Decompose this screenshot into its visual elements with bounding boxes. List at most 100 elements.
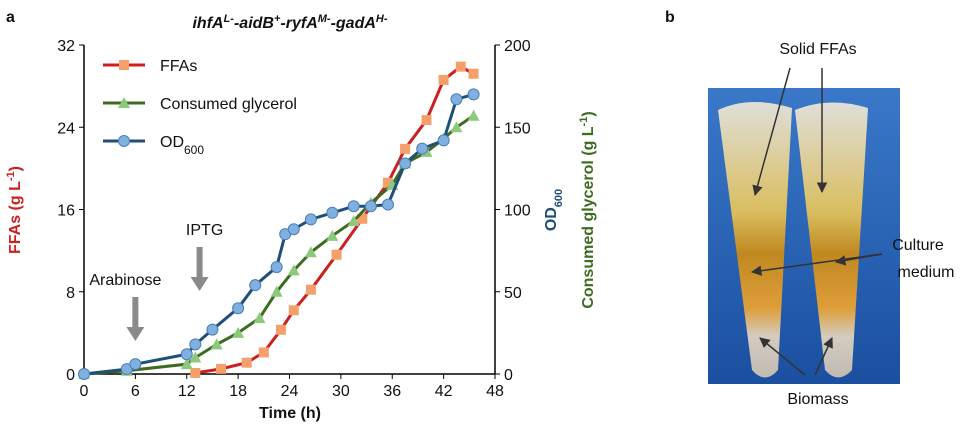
annotation: Arabinose bbox=[89, 272, 161, 289]
marker bbox=[416, 142, 429, 155]
panel-label: a bbox=[6, 9, 15, 26]
marker bbox=[467, 88, 480, 101]
marker bbox=[331, 249, 342, 260]
marker bbox=[467, 109, 480, 121]
annotation: IPTG bbox=[186, 222, 223, 239]
marker bbox=[258, 347, 269, 358]
marker bbox=[253, 312, 266, 324]
marker bbox=[180, 358, 193, 370]
x-tick-label: 48 bbox=[486, 383, 504, 400]
photo-label: Culture bbox=[892, 237, 944, 254]
y2-tick-label: 50 bbox=[504, 285, 522, 302]
marker bbox=[78, 368, 90, 380]
chart: 0 6 12 18 24 30 36 42 4808162432050100150200ihfA… bbox=[5, 13, 597, 422]
x-axis-label: Time (h) bbox=[259, 405, 321, 422]
photo-label: Solid FFAs bbox=[779, 41, 856, 58]
y2-axis-label: OD600 bbox=[543, 189, 565, 231]
marker bbox=[232, 326, 245, 338]
x-tick-label: 24 bbox=[281, 383, 299, 400]
arrow bbox=[834, 253, 883, 266]
y2-tick-label: 150 bbox=[504, 120, 531, 137]
x-tick-label: 18 bbox=[229, 383, 247, 400]
chart-title-sup: L- bbox=[224, 13, 235, 25]
chart-title: ihfAL--aidB+-ryfAM--gadAH- bbox=[192, 13, 387, 32]
y2-axis-label-part: ) bbox=[580, 111, 597, 116]
marker bbox=[382, 177, 393, 188]
marker bbox=[326, 229, 339, 241]
chart-title-part: -ryfA bbox=[280, 15, 317, 32]
marker bbox=[210, 338, 223, 350]
legend-label: OD600 bbox=[160, 134, 204, 157]
x-tick-label: 30 bbox=[332, 383, 350, 400]
chart-title-sup: H- bbox=[376, 13, 388, 25]
y2-axis-label-sup: -1 bbox=[578, 117, 590, 127]
marker bbox=[438, 74, 449, 85]
marker bbox=[232, 302, 245, 315]
chart-title-part: -aidB bbox=[234, 15, 274, 32]
y2-axis-label-part: Consumed glycerol (g L bbox=[580, 126, 597, 308]
marker bbox=[206, 323, 219, 336]
arrow bbox=[750, 253, 883, 276]
photo-label: Biomass bbox=[787, 391, 848, 408]
y-tick-label: 24 bbox=[57, 120, 75, 137]
legend-label-part: FFAs bbox=[160, 58, 197, 75]
y-axis-label-part: ) bbox=[7, 166, 24, 171]
marker bbox=[357, 213, 368, 224]
marker bbox=[305, 284, 316, 295]
x-tick-label: 6 bbox=[131, 383, 140, 400]
marker bbox=[129, 358, 142, 371]
legend-label: Consumed glycerol bbox=[160, 96, 297, 113]
marker bbox=[347, 215, 360, 227]
marker bbox=[347, 200, 360, 213]
marker bbox=[287, 264, 300, 276]
chart-title-part: -gadA bbox=[331, 15, 376, 32]
marker bbox=[468, 68, 479, 79]
marker bbox=[288, 305, 299, 316]
marker bbox=[216, 363, 226, 374]
marker bbox=[421, 115, 432, 126]
marker bbox=[270, 261, 283, 274]
annotation-arrow bbox=[126, 297, 145, 341]
marker bbox=[189, 338, 202, 351]
marker bbox=[364, 200, 377, 213]
chart-title-sup: M- bbox=[318, 13, 331, 25]
legend-label-part: OD bbox=[160, 134, 184, 151]
marker bbox=[450, 93, 463, 106]
y-tick-label: 16 bbox=[57, 203, 75, 220]
chart-title-sup: + bbox=[274, 13, 281, 25]
marker bbox=[399, 157, 412, 170]
marker bbox=[304, 246, 317, 258]
y-axis-label-sup: -1 bbox=[5, 171, 17, 181]
y-tick-label: 8 bbox=[66, 285, 75, 302]
marker bbox=[249, 279, 262, 292]
tube bbox=[718, 101, 792, 378]
y-axis-label: FFAs (g L-1) bbox=[5, 166, 24, 254]
marker bbox=[287, 223, 300, 236]
x-tick-label: 12 bbox=[178, 383, 196, 400]
marker bbox=[450, 121, 463, 133]
panel-label: b bbox=[665, 9, 675, 26]
marker bbox=[400, 143, 411, 154]
y2-tick-label: 0 bbox=[504, 367, 513, 384]
x-axis-label-part: Time (h) bbox=[259, 405, 321, 422]
chart-title-part: ihfA bbox=[192, 15, 223, 32]
marker bbox=[241, 357, 252, 368]
arrow bbox=[752, 67, 791, 197]
marker bbox=[437, 134, 450, 147]
legend-marker bbox=[118, 135, 130, 147]
marker bbox=[189, 351, 202, 363]
marker bbox=[326, 206, 339, 219]
y-axis-label-part: FFAs (g L bbox=[7, 181, 24, 254]
marker bbox=[180, 348, 193, 361]
x-tick-label: 0 bbox=[80, 383, 89, 400]
marker bbox=[275, 324, 286, 335]
tube bbox=[795, 102, 868, 378]
arrow bbox=[814, 337, 833, 376]
marker bbox=[304, 213, 317, 226]
marker bbox=[381, 198, 394, 211]
legend-label: FFAs bbox=[160, 58, 197, 75]
arrow bbox=[759, 337, 806, 376]
y-tick-label: 0 bbox=[66, 367, 75, 384]
y2-axis-label: Consumed glycerol (g L-1) bbox=[578, 111, 597, 308]
